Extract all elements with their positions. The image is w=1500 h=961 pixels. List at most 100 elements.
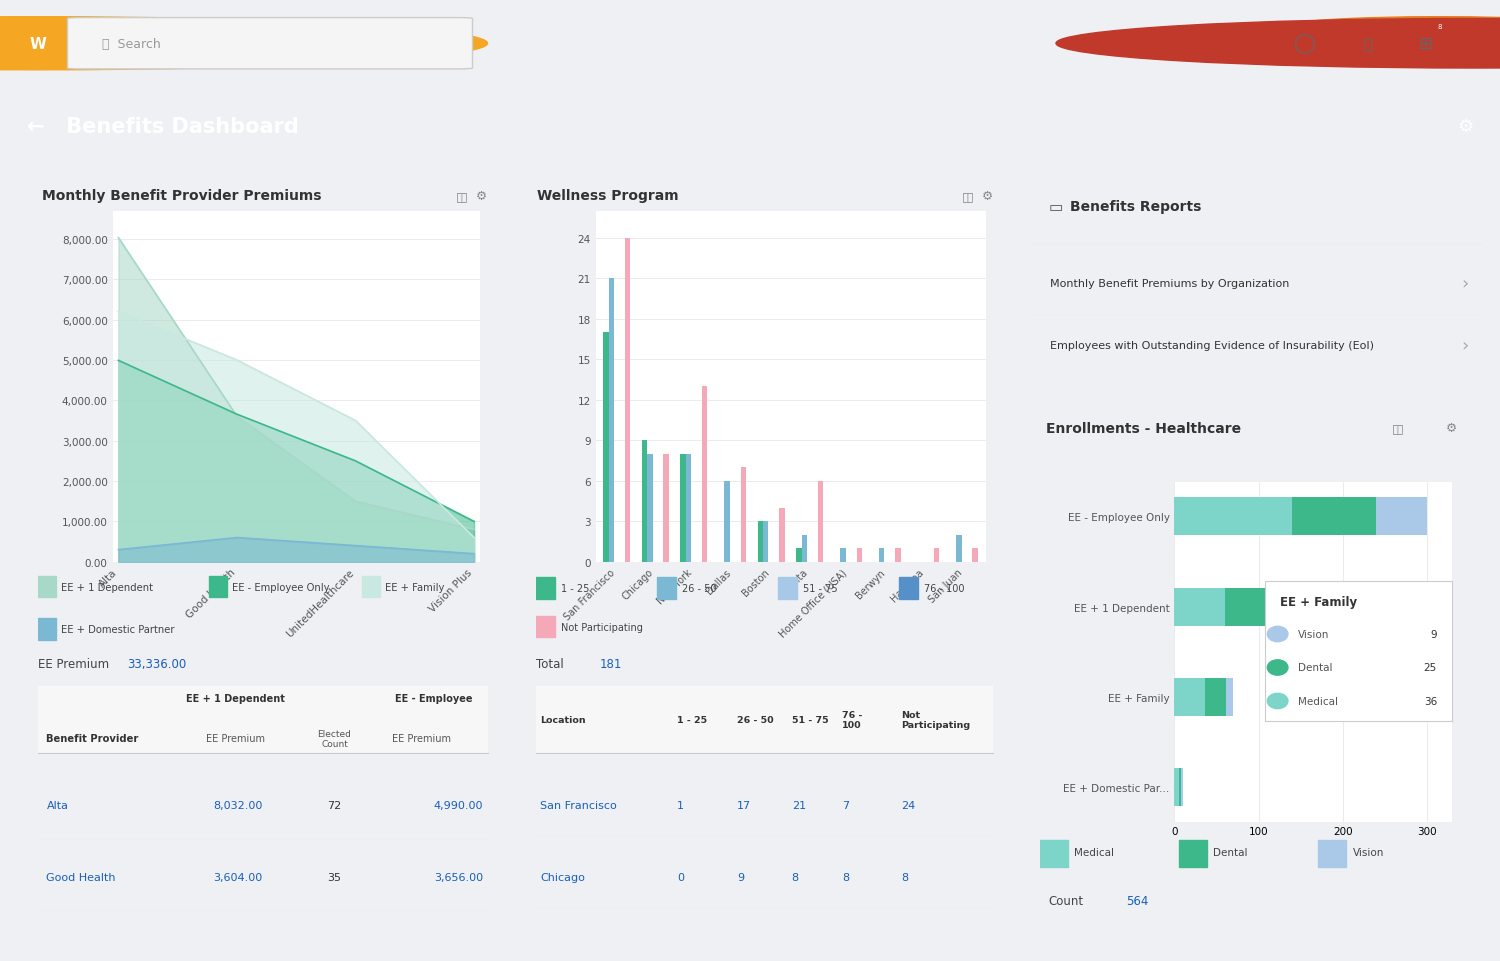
FancyBboxPatch shape <box>68 18 472 70</box>
Bar <box>1270 588 1296 626</box>
Text: 9: 9 <box>1431 629 1437 639</box>
Circle shape <box>1056 19 1500 69</box>
Bar <box>1377 498 1426 535</box>
Text: 24: 24 <box>902 801 915 810</box>
Bar <box>663 455 669 562</box>
Bar <box>1174 678 1204 716</box>
Text: Not
Participating: Not Participating <box>902 710 970 729</box>
Text: ›: › <box>1461 275 1468 292</box>
Text: ⊞: ⊞ <box>1418 36 1432 53</box>
Bar <box>1174 769 1179 806</box>
Text: Total: Total <box>536 657 564 671</box>
Text: ◫: ◫ <box>962 190 974 203</box>
Text: 8: 8 <box>842 872 849 882</box>
Bar <box>796 549 801 562</box>
Text: 8: 8 <box>902 872 909 882</box>
Bar <box>1204 678 1225 716</box>
Bar <box>764 522 768 562</box>
Text: 1: 1 <box>678 801 684 810</box>
Text: Employees with Outstanding Evidence of Insurability (EoI): Employees with Outstanding Evidence of I… <box>1050 340 1374 351</box>
Text: EE Premium: EE Premium <box>206 733 266 744</box>
Bar <box>642 441 646 562</box>
Bar <box>934 549 939 562</box>
Text: ◫: ◫ <box>456 190 468 203</box>
Text: EE Premium: EE Premium <box>38 657 108 671</box>
Text: Not Participating: Not Participating <box>561 622 642 632</box>
Bar <box>972 549 978 562</box>
Bar <box>681 455 686 562</box>
Bar <box>801 535 807 562</box>
Text: Chicago: Chicago <box>540 872 585 882</box>
Text: EE Premium: EE Premium <box>393 733 452 744</box>
Text: Location: Location <box>540 715 585 724</box>
Text: EE + 1 Dependent: EE + 1 Dependent <box>186 693 285 703</box>
Bar <box>1179 840 1208 867</box>
Text: 21: 21 <box>792 801 806 810</box>
Bar <box>702 386 708 562</box>
Bar <box>758 522 764 562</box>
Text: Elected
Count: Elected Count <box>318 728 351 749</box>
Text: Monthly Benefit Provider Premiums: Monthly Benefit Provider Premiums <box>42 189 321 203</box>
Text: ⚙: ⚙ <box>1446 421 1456 434</box>
Bar <box>879 549 885 562</box>
Text: EE + 1 Dependent: EE + 1 Dependent <box>62 582 153 592</box>
Text: ⌕  Search: ⌕ Search <box>102 37 160 51</box>
Text: 🔔: 🔔 <box>1364 37 1372 52</box>
Text: 36: 36 <box>1424 697 1437 706</box>
Bar <box>1226 588 1270 626</box>
Text: Monthly Benefit Premiums by Organization: Monthly Benefit Premiums by Organization <box>1050 279 1290 288</box>
Bar <box>38 577 56 598</box>
Text: ▭: ▭ <box>1048 200 1064 214</box>
Circle shape <box>0 17 488 71</box>
Circle shape <box>1290 17 1500 36</box>
Text: Benefits Reports: Benefits Reports <box>1071 200 1202 213</box>
Bar <box>536 578 555 600</box>
Bar <box>626 238 630 562</box>
Bar <box>898 578 918 600</box>
Bar <box>603 333 609 562</box>
Text: 3,656.00: 3,656.00 <box>433 872 483 882</box>
Text: 51 - 75: 51 - 75 <box>802 583 838 594</box>
Text: 76 -
100: 76 - 100 <box>842 710 862 729</box>
Text: 8: 8 <box>792 872 800 882</box>
Text: EE - Employee: EE - Employee <box>394 693 472 703</box>
Text: 1 - 25: 1 - 25 <box>561 583 590 594</box>
Text: Alta: Alta <box>46 801 69 810</box>
Text: Vision: Vision <box>1353 848 1384 857</box>
Text: San Francisco: San Francisco <box>540 801 616 810</box>
Text: 181: 181 <box>600 657 622 671</box>
Bar <box>1174 498 1292 535</box>
Bar <box>896 549 900 562</box>
Text: 51 - 75: 51 - 75 <box>792 715 828 724</box>
Bar <box>780 508 784 562</box>
Text: W: W <box>28 37 46 52</box>
Text: 17: 17 <box>736 801 752 810</box>
Bar <box>1174 588 1225 626</box>
Bar <box>609 279 613 562</box>
Bar <box>840 549 846 562</box>
Bar <box>1318 840 1346 867</box>
Text: 9: 9 <box>736 872 744 882</box>
Bar <box>38 619 56 640</box>
Text: 1 - 25: 1 - 25 <box>678 715 708 724</box>
Text: Good Health: Good Health <box>46 872 116 882</box>
Bar <box>956 535 962 562</box>
Circle shape <box>1268 627 1288 642</box>
Text: ◯: ◯ <box>1294 35 1316 54</box>
Circle shape <box>1268 660 1288 676</box>
Bar <box>1226 678 1233 716</box>
Text: ◫: ◫ <box>1392 421 1404 434</box>
Text: 3,604.00: 3,604.00 <box>213 872 262 882</box>
Text: 35: 35 <box>327 872 342 882</box>
Text: Dental: Dental <box>1298 663 1332 673</box>
Bar <box>209 577 226 598</box>
Text: ⚙: ⚙ <box>981 190 993 203</box>
Text: 0: 0 <box>678 872 684 882</box>
Text: 76 - 100: 76 - 100 <box>924 583 964 594</box>
Bar <box>741 468 746 562</box>
Text: Dental: Dental <box>1214 848 1248 857</box>
Bar <box>38 686 488 752</box>
Bar <box>686 455 692 562</box>
Bar <box>856 549 862 562</box>
Bar <box>818 481 824 562</box>
